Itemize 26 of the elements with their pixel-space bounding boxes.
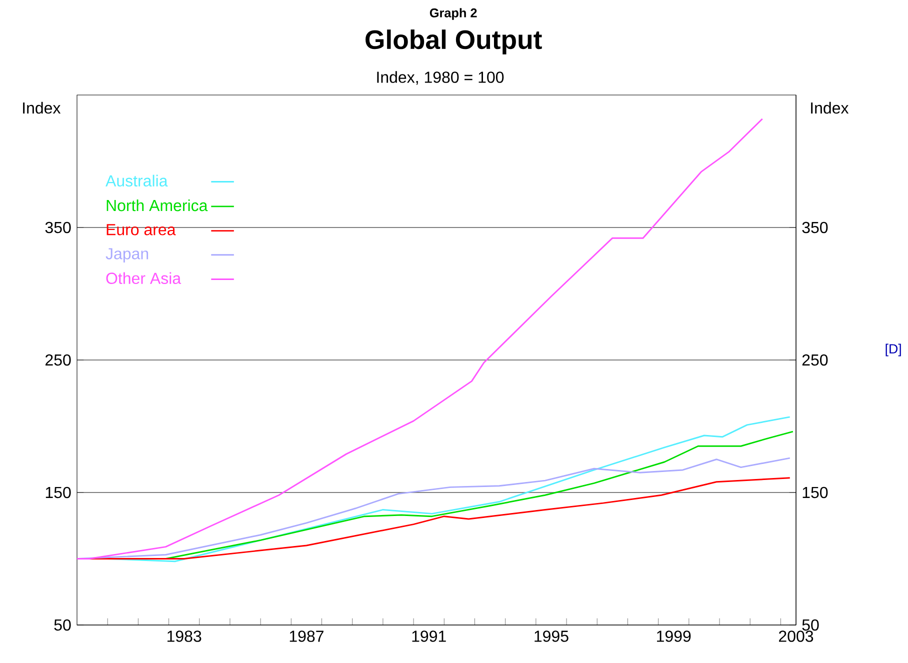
chart-title: Global Output	[366, 30, 542, 54]
caption: Graph 2	[430, 8, 477, 20]
y2-tick-label: 250	[802, 354, 828, 366]
text: [D]	[886, 344, 901, 356]
text: Australia	[106, 174, 168, 187]
y2-tick-label: 350	[802, 222, 828, 234]
legend-label: Euro area	[106, 224, 176, 236]
legend-label: Other Asia	[106, 272, 182, 284]
x-tick-label: 1987	[290, 630, 324, 642]
y2-axis-title: Index	[811, 102, 849, 114]
line-series	[77, 118, 764, 560]
y-axis-title: Index	[23, 102, 61, 114]
chart-subtitle: Index, 1980 = 100	[377, 71, 504, 85]
y-tick-label: 50	[54, 619, 71, 631]
x-tick-label: 1999	[657, 630, 691, 642]
legend-label: North America	[106, 199, 208, 212]
text: Japan	[106, 248, 148, 263]
y-tick-label: 350	[45, 222, 71, 234]
x-tick-label: 2003	[778, 630, 814, 642]
y2-tick-label: 50	[802, 619, 819, 631]
y2-tick-label: 150	[802, 486, 828, 498]
x-tick-label: 1995	[534, 630, 568, 642]
x-tick-label: 1991	[412, 630, 446, 642]
y-tick-label: 150	[46, 486, 71, 498]
x-tick-label: 1983	[168, 630, 202, 642]
y-tick-label: 250	[46, 354, 71, 366]
